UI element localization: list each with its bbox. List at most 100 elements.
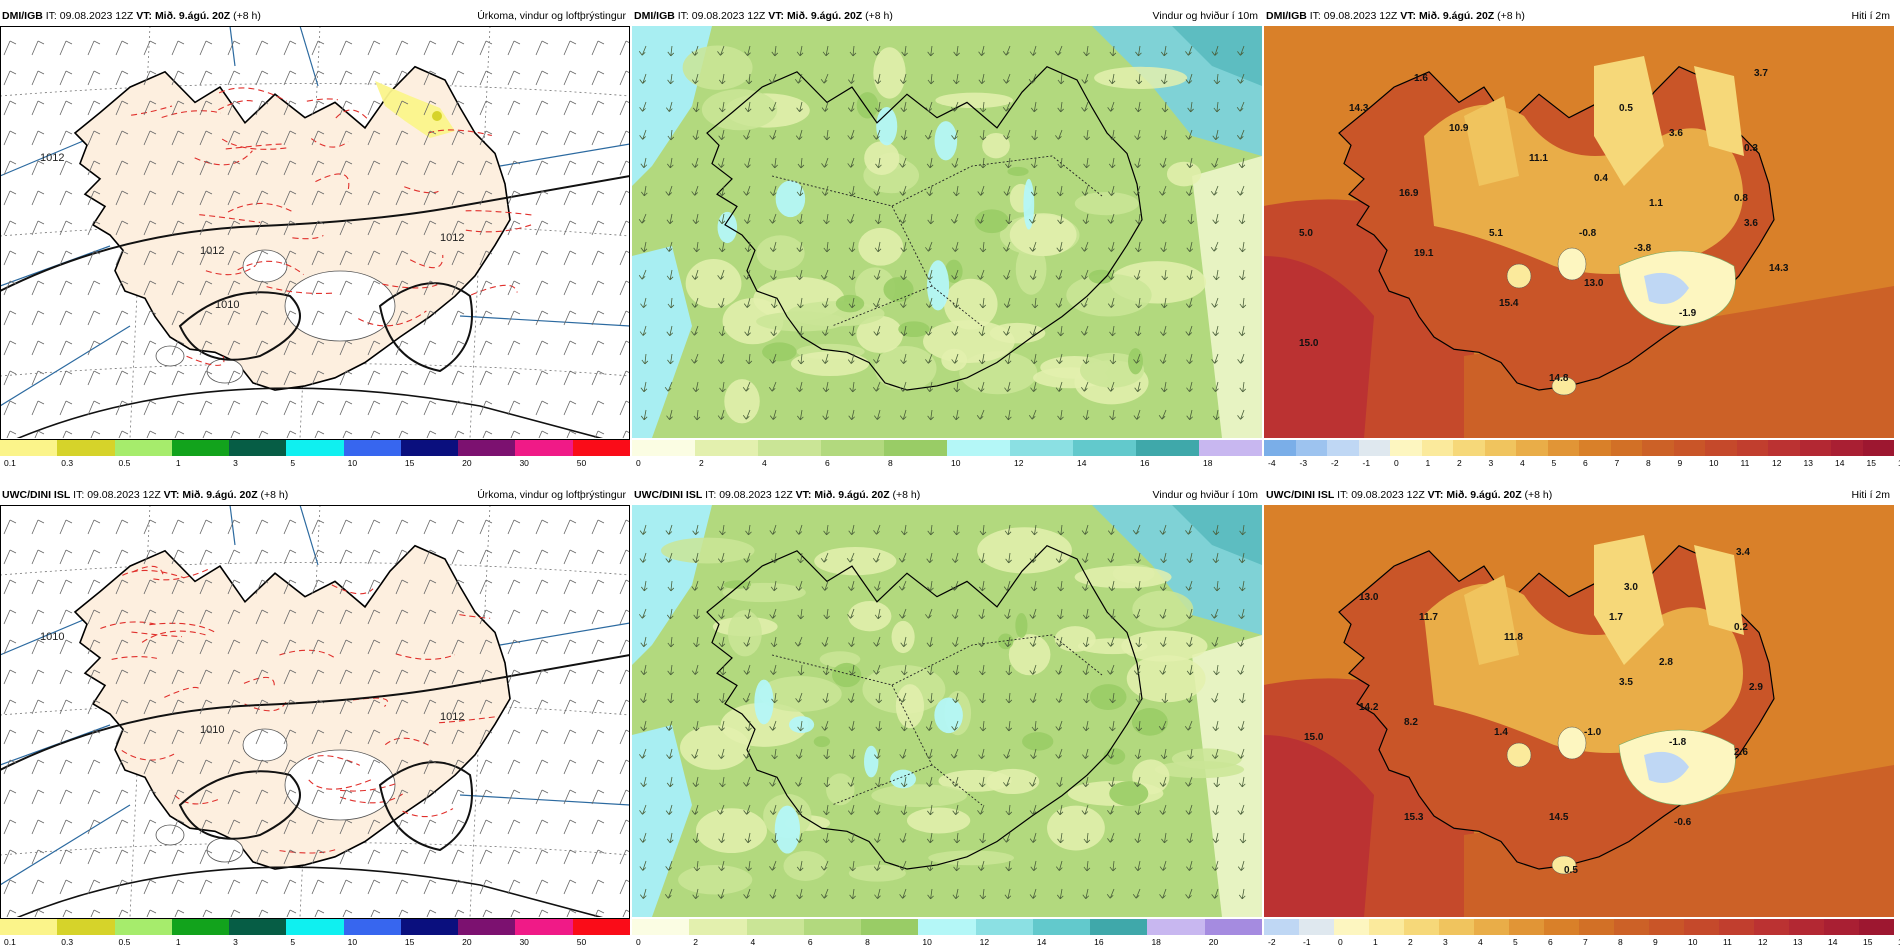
glacier bbox=[284, 749, 396, 821]
colorbar-swatch bbox=[1327, 440, 1359, 456]
colorbar-tick-label: -4 bbox=[1268, 458, 1276, 468]
colorbar-swatch bbox=[1453, 440, 1485, 456]
colorbar-swatch bbox=[1544, 919, 1579, 935]
colorbar-tick-label: 5 bbox=[290, 458, 296, 468]
colorbar-tick-label: 4 bbox=[762, 458, 767, 468]
wind-colorbar-ticks: 0 2 4 6 8 10 12 14 16 18 bbox=[632, 458, 1262, 470]
temp-value-label: 14.3 bbox=[1349, 103, 1369, 114]
pressure-label: 1010 bbox=[215, 299, 239, 311]
colorbar-swatch bbox=[1736, 440, 1768, 456]
glacier bbox=[155, 345, 185, 367]
iceland-land bbox=[73, 65, 511, 391]
colorbar-swatch bbox=[1705, 440, 1737, 456]
it-value: 09.08.2023 12Z bbox=[691, 10, 766, 22]
temp-value-label: 0.2 bbox=[1734, 622, 1748, 633]
lead-time: (+8 h) bbox=[892, 489, 921, 501]
temp-value-label: -1.9 bbox=[1679, 308, 1697, 319]
precip-colorbar bbox=[0, 919, 630, 935]
colorbar-tick-label: 14 bbox=[1828, 937, 1838, 947]
colorbar-tick-label: 15 bbox=[404, 937, 415, 947]
colorbar-tick-label: 9 bbox=[1653, 937, 1658, 947]
temp-values: 13.0 11.7 11.8 1.7 3.0 3.4 0.2 3.5 2.8 2.9 14.2 8.2… bbox=[1304, 547, 1763, 876]
colorbar-tick-label: 14 bbox=[1077, 458, 1087, 468]
lead-time: (+8 h) bbox=[865, 10, 893, 22]
colorbar-tick-label: 12 bbox=[979, 937, 990, 947]
pressure-label: 1012 bbox=[440, 232, 464, 244]
wind-barbs bbox=[3, 40, 630, 438]
panel-header: DMI/IGB IT: 09.08.2023 12Z VT: Mið. 9.ág… bbox=[0, 8, 630, 24]
colorbar-swatch bbox=[572, 440, 630, 456]
temp-shading bbox=[1424, 535, 1744, 875]
colorbar-tick-label: 13 bbox=[1793, 937, 1803, 947]
temp-value-label: 0.5 bbox=[1619, 103, 1633, 114]
panel-title: Hiti í 2m bbox=[1851, 10, 1890, 22]
colorbar-swatch bbox=[171, 440, 230, 456]
colorbar-swatch bbox=[1199, 440, 1262, 456]
temp-value-label: 5.1 bbox=[1489, 228, 1503, 239]
colorbar-swatch bbox=[1579, 919, 1614, 935]
colorbar-swatch bbox=[758, 440, 821, 456]
colorbar-swatch bbox=[803, 919, 862, 935]
colorbar-swatch bbox=[1610, 440, 1642, 456]
colorbar-swatch bbox=[1369, 919, 1404, 935]
vt-value: Mið. 9.ágú. 20Z bbox=[182, 489, 258, 501]
colorbar-tick-label: 3 bbox=[233, 937, 238, 947]
it-label: IT: bbox=[1337, 489, 1349, 501]
colorbar-tick-label: 15 bbox=[1866, 458, 1876, 468]
colorbar-tick-label: -2 bbox=[1331, 458, 1339, 468]
colorbar-swatch bbox=[1474, 919, 1509, 935]
colorbar-tick-label: 1 bbox=[1425, 458, 1431, 468]
colorbar-tick-label: 5 bbox=[1551, 458, 1557, 468]
colorbar-swatch bbox=[1859, 919, 1894, 935]
colorbar-tick-label: 11 bbox=[1740, 458, 1750, 468]
it-label: IT: bbox=[73, 489, 85, 501]
lead-time: (+8 h) bbox=[260, 489, 289, 501]
precip-colorbar bbox=[0, 440, 630, 456]
it-value: 09.08.2023 12Z bbox=[719, 489, 793, 501]
colorbar-tick-label: 3 bbox=[1488, 458, 1494, 468]
vt-value: Mið. 9.ágú. 20Z bbox=[1446, 489, 1522, 501]
colorbar-swatch bbox=[1421, 440, 1453, 456]
colorbar-swatch bbox=[1831, 440, 1863, 456]
precip-colorbar-ticks: 0.1 0.3 0.5 1 3 5 10 15 20 30 50 bbox=[0, 458, 630, 470]
colorbar-tick-label: -3 bbox=[1299, 458, 1308, 468]
temp-value-label: 0.8 bbox=[1734, 193, 1748, 204]
colorbar-swatch bbox=[1484, 440, 1516, 456]
colorbar-swatch bbox=[689, 919, 747, 935]
colorbar-swatch bbox=[1204, 919, 1262, 935]
colorbar-swatch bbox=[1073, 440, 1136, 456]
colorbar-tick-label: 6 bbox=[1548, 937, 1553, 947]
colorbar-tick-label: 0.5 bbox=[118, 937, 131, 947]
colorbar-tick-label: 2 bbox=[1457, 458, 1462, 468]
colorbar-swatch bbox=[632, 919, 690, 935]
model-name: DMI/IGB bbox=[2, 10, 43, 22]
panel-header: DMI/IGB IT: 09.08.2023 12Z VT: Mið. 9.ág… bbox=[1264, 8, 1894, 24]
colorbar-tick-label: 0 bbox=[1338, 937, 1343, 947]
it-label: IT: bbox=[45, 10, 57, 22]
temp-value-label: 1.1 bbox=[1649, 198, 1663, 209]
colorbar-swatch bbox=[400, 440, 459, 456]
colorbar-swatch bbox=[1824, 919, 1859, 935]
colorbar-swatch bbox=[975, 919, 1033, 935]
colorbar-swatch bbox=[57, 919, 115, 935]
colorbar-tick-label: 15 bbox=[404, 458, 415, 468]
colorbar-tick-label: 8 bbox=[888, 458, 893, 468]
lead-time: (+8 h) bbox=[1524, 489, 1553, 501]
temp-value-label: 1.6 bbox=[1414, 73, 1428, 84]
it-value: 09.08.2023 12Z bbox=[59, 10, 134, 22]
row2-temp-panel: UWC/DINI ISL IT: 09.08.2023 12Z VT: Mið.… bbox=[1264, 487, 1900, 947]
temp-value-label: 14.5 bbox=[1549, 812, 1569, 823]
vt-label: VT: bbox=[795, 489, 812, 501]
temp-value-label: 3.5 bbox=[1619, 677, 1633, 688]
colorbar-swatch bbox=[1358, 440, 1390, 456]
colorbar-swatch bbox=[821, 440, 884, 456]
colorbar-swatch bbox=[1264, 919, 1299, 935]
colorbar-swatch bbox=[229, 440, 287, 456]
colorbar-tick-label: 0 bbox=[1394, 458, 1399, 468]
colorbar-swatch bbox=[1032, 919, 1091, 935]
temp-value-label: 3.4 bbox=[1736, 547, 1750, 558]
colorbar-swatch bbox=[1334, 919, 1369, 935]
colorbar-swatch bbox=[1295, 440, 1327, 456]
coast-lines bbox=[0, 26, 630, 407]
colorbar-tick-label: 8 bbox=[1646, 458, 1651, 468]
